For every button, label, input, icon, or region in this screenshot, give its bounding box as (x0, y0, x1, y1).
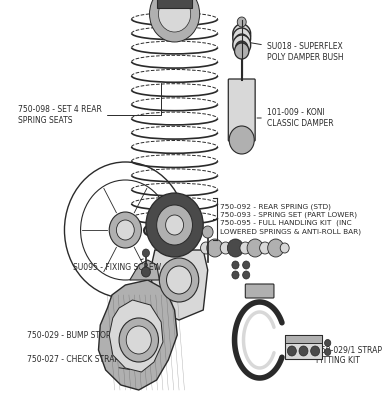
Circle shape (117, 220, 134, 240)
Text: 750-098 - SET 4 REAR
SPRING SEATS: 750-098 - SET 4 REAR SPRING SEATS (18, 83, 161, 125)
Wedge shape (159, 0, 191, 32)
Circle shape (159, 258, 199, 302)
Circle shape (119, 318, 159, 362)
Text: 750-092 - REAR SPRING (STD)
750-093 - SPRING SET (PART LOWER)
750-095 - FULL HAN: 750-092 - REAR SPRING (STD) 750-093 - SP… (220, 203, 361, 235)
Bar (285, 335, 322, 343)
Bar (157, 0, 193, 8)
Text: 750-029 - BUMP STOP: 750-029 - BUMP STOP (27, 330, 133, 339)
Text: 750-029/1 STRAP
FITTING KIT: 750-029/1 STRAP FITTING KIT (311, 345, 382, 365)
Wedge shape (237, 17, 246, 27)
Wedge shape (235, 34, 249, 50)
Wedge shape (229, 126, 254, 154)
Circle shape (232, 271, 239, 279)
Wedge shape (157, 205, 193, 245)
Polygon shape (130, 260, 159, 280)
Polygon shape (98, 280, 177, 390)
Circle shape (260, 242, 270, 254)
FancyBboxPatch shape (228, 79, 255, 141)
Wedge shape (235, 29, 248, 43)
Polygon shape (151, 250, 208, 320)
Bar (285, 335, 322, 359)
Circle shape (280, 243, 289, 253)
Wedge shape (166, 215, 183, 235)
Circle shape (232, 261, 239, 269)
Text: 101-009 - KONI
CLASSIC DAMPER: 101-009 - KONI CLASSIC DAMPER (257, 108, 334, 128)
Circle shape (267, 239, 284, 257)
Circle shape (288, 346, 296, 356)
Wedge shape (149, 0, 200, 42)
Circle shape (207, 239, 223, 257)
Circle shape (311, 346, 320, 356)
Wedge shape (233, 28, 251, 48)
FancyBboxPatch shape (245, 284, 274, 298)
Wedge shape (233, 24, 251, 44)
Wedge shape (146, 193, 203, 257)
Circle shape (240, 242, 251, 254)
Circle shape (325, 339, 331, 346)
Circle shape (201, 242, 211, 254)
Text: SU095 - FIXING SCREW: SU095 - FIXING SCREW (73, 259, 161, 273)
Circle shape (126, 326, 151, 354)
Circle shape (166, 266, 191, 294)
Wedge shape (233, 35, 251, 55)
Circle shape (142, 249, 149, 257)
Circle shape (227, 239, 244, 257)
Text: 750-027 - CHECK STRAP: 750-027 - CHECK STRAP (27, 355, 130, 370)
Circle shape (299, 346, 308, 356)
Circle shape (109, 212, 141, 248)
Polygon shape (109, 300, 163, 372)
Circle shape (243, 271, 250, 279)
Circle shape (243, 261, 250, 269)
Circle shape (141, 267, 151, 277)
Circle shape (247, 239, 263, 257)
Wedge shape (235, 43, 249, 59)
Circle shape (220, 242, 231, 254)
Circle shape (325, 348, 331, 355)
Wedge shape (235, 41, 248, 55)
Text: SU018 - SUPERFLEX
POLY DAMPER BUSH: SU018 - SUPERFLEX POLY DAMPER BUSH (249, 42, 344, 62)
Circle shape (202, 226, 213, 238)
